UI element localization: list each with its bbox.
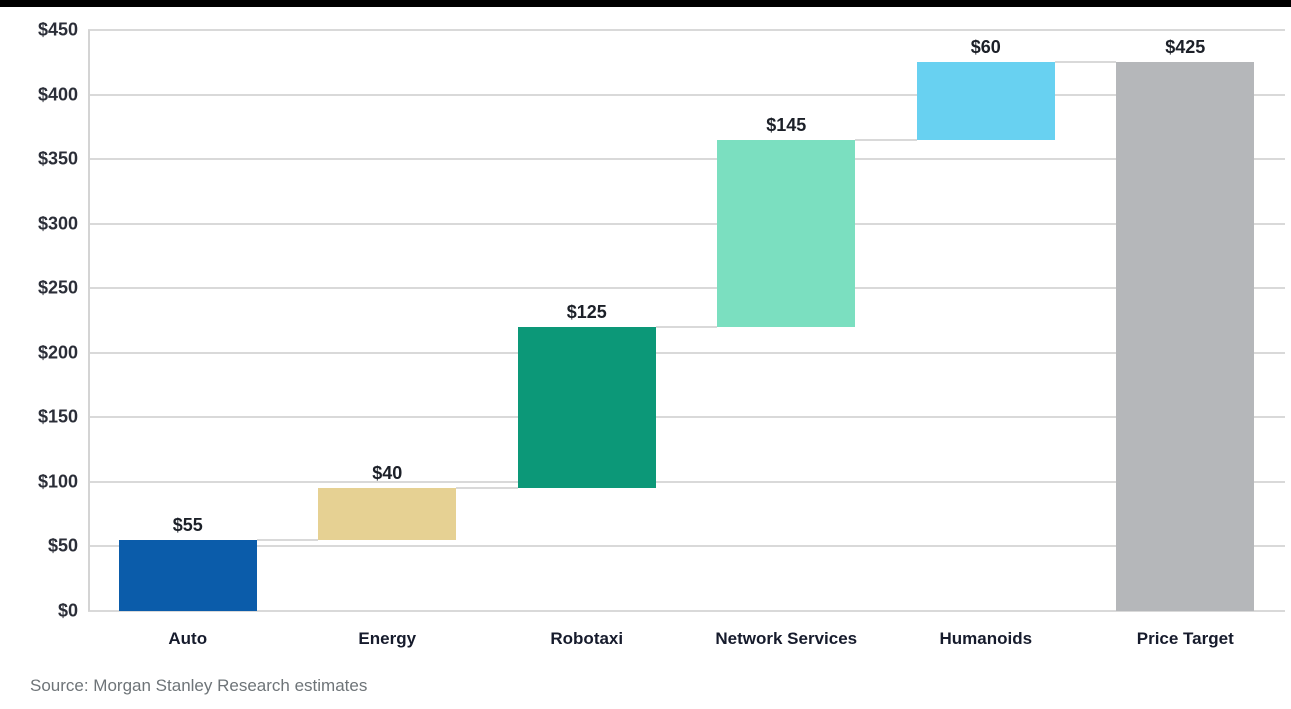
gridline-400 — [88, 93, 1285, 96]
bar-energy — [318, 488, 457, 540]
y-axis-line — [88, 30, 90, 611]
y-tick-label--400: $400 — [37, 84, 78, 105]
y-tick-label--350: $350 — [37, 148, 78, 169]
value-label-auto: $55 — [172, 514, 203, 535]
value-label-network-services: $145 — [766, 114, 807, 135]
y-tick-label--250: $250 — [37, 277, 78, 298]
y-tick-label--100: $100 — [37, 471, 78, 492]
gridline-50 — [88, 545, 1285, 548]
connector-humanoids-to-price-target — [1054, 61, 1117, 64]
bar-auto — [118, 539, 257, 611]
top-border-line — [0, 0, 1291, 7]
connector-robotaxi-to-network-services — [655, 325, 718, 328]
value-label-energy: $40 — [372, 463, 403, 484]
gridline-100 — [88, 480, 1285, 483]
x-category-label-price-target: Price Target — [1136, 629, 1234, 648]
gridline-300 — [88, 222, 1285, 225]
value-label-price-target: $425 — [1165, 37, 1206, 58]
x-category-label-network-services: Network Services — [715, 629, 858, 648]
gridline-150 — [88, 416, 1285, 419]
x-category-label-humanoids: Humanoids — [939, 629, 1033, 648]
y-tick-label--450: $450 — [37, 19, 78, 40]
y-tick-label--0: $0 — [57, 600, 78, 621]
waterfall-chart-plot-area — [88, 30, 1285, 611]
connector-network-services-to-humanoids — [855, 138, 917, 141]
gridline-200 — [88, 351, 1285, 354]
x-category-label-energy: Energy — [358, 629, 417, 648]
gridline-0 — [88, 610, 1285, 612]
x-category-label-robotaxi: Robotaxi — [550, 629, 624, 648]
bar-network-services — [717, 139, 856, 327]
value-label-humanoids: $60 — [970, 37, 1001, 58]
y-tick-label--50: $50 — [47, 535, 78, 556]
connector-energy-to-robotaxi — [456, 487, 518, 490]
y-tick-label--150: $150 — [37, 406, 78, 427]
connector-auto-to-energy — [256, 538, 319, 541]
bar-price-target — [1116, 62, 1255, 611]
y-tick-label--300: $300 — [37, 213, 78, 234]
y-tick-label--200: $200 — [37, 342, 78, 363]
gridline-250 — [88, 287, 1285, 290]
gridline-350 — [88, 158, 1285, 161]
bar-robotaxi — [517, 326, 656, 489]
gridline-450 — [88, 29, 1285, 31]
source-note: Source: Morgan Stanley Research estimate… — [30, 676, 368, 695]
bar-humanoids — [916, 62, 1055, 140]
value-label-robotaxi: $125 — [566, 301, 607, 322]
x-category-label-auto: Auto — [168, 629, 208, 648]
